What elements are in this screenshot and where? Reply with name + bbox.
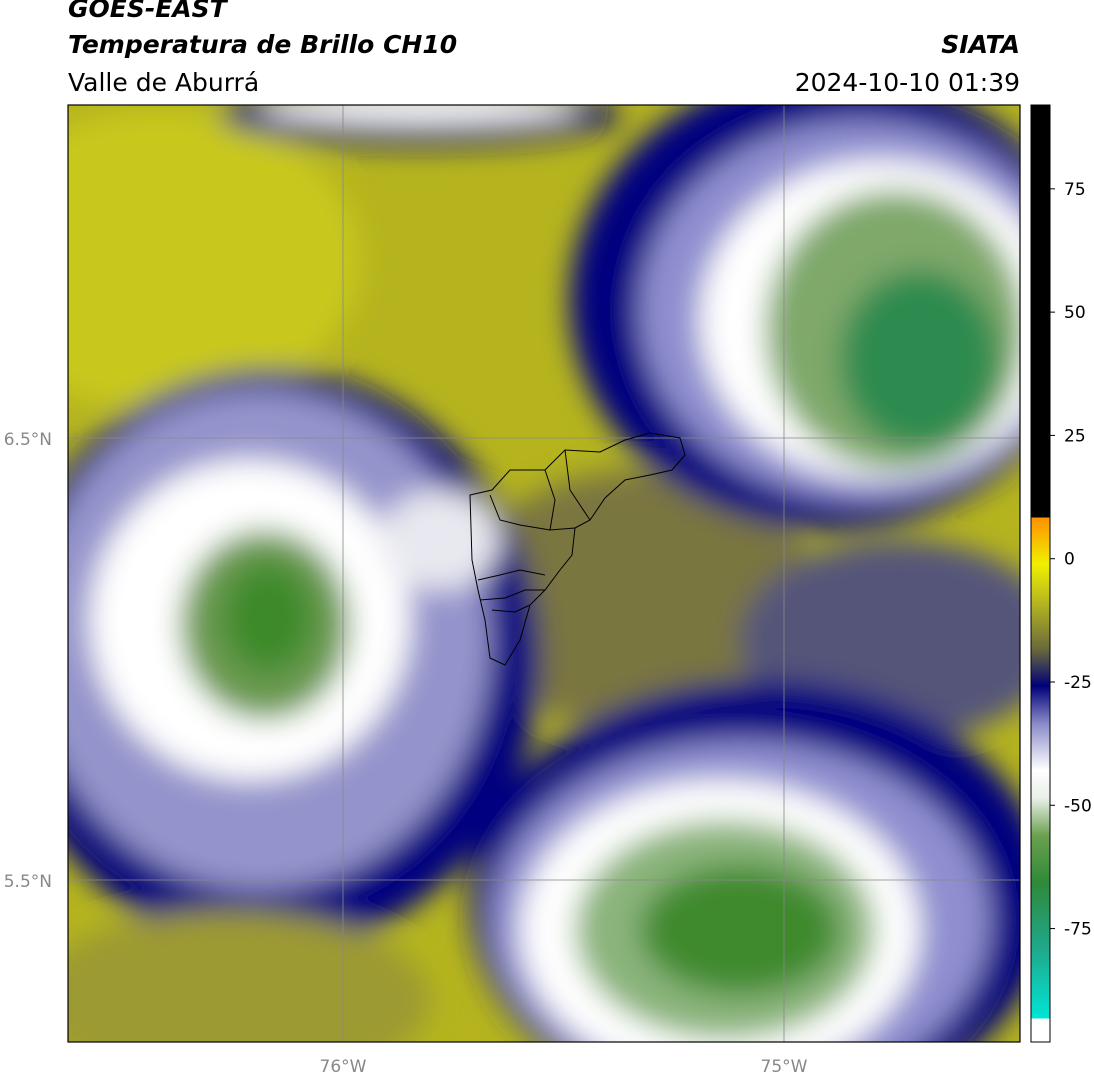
- lat-label: 6.5°N: [4, 430, 52, 450]
- colorbar-tick-label: -75: [1064, 920, 1092, 940]
- colorbar-tick-label: 50: [1064, 303, 1086, 323]
- colorbar: [1030, 104, 1051, 1043]
- map-frame: [67, 104, 1021, 1043]
- subtitle: Temperatura de Brillo CH10: [68, 30, 458, 59]
- lon-label: 76°W: [320, 1057, 367, 1077]
- graticule: [68, 105, 1020, 1042]
- colorbar-tick-label: 0: [1064, 550, 1075, 570]
- lon-label: 75°W: [761, 1057, 808, 1077]
- colorbar-tick-label: 25: [1064, 426, 1086, 446]
- colorbar-tick-label: -25: [1064, 673, 1092, 693]
- lat-label: 5.5°N: [4, 872, 52, 892]
- colorbar-tick-label: 75: [1064, 180, 1086, 200]
- region: Valle de Aburrá: [68, 68, 260, 97]
- brightness-field: [68, 105, 1020, 1042]
- datetime: 2024-10-10 01:39: [794, 68, 1020, 97]
- source: SIATA: [941, 30, 1020, 59]
- municipality-outlines: [469, 432, 686, 666]
- colorbar-tick-label: -50: [1064, 796, 1092, 816]
- title: GOES-EAST: [68, 0, 227, 23]
